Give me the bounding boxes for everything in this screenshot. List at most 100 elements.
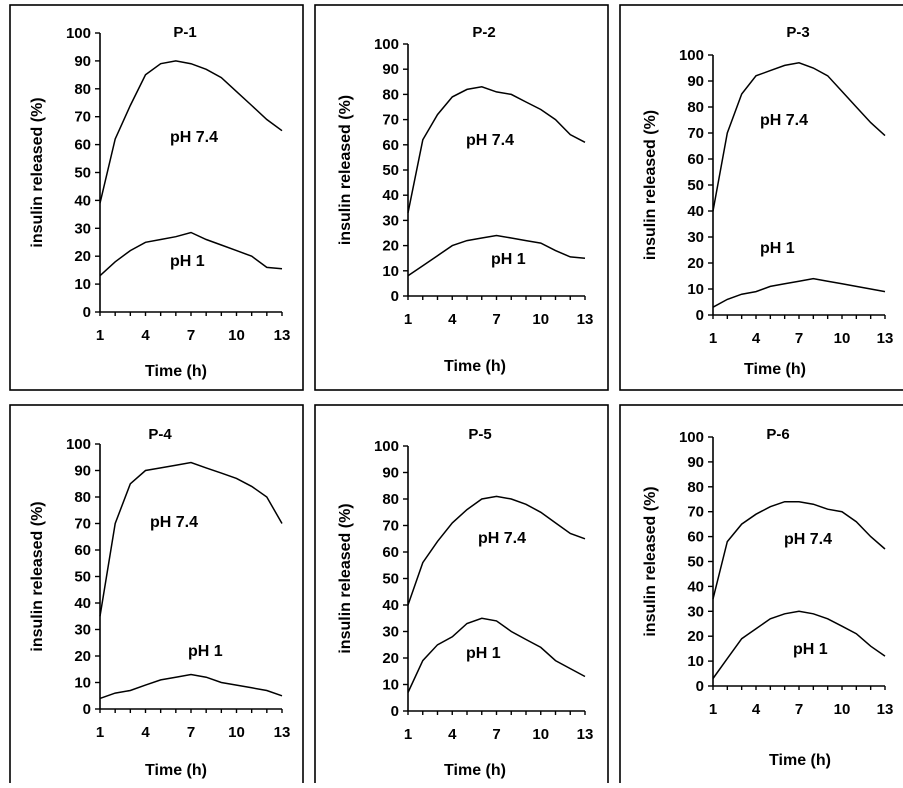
y-tick-label: 10 xyxy=(74,675,91,692)
y-tick-label: 100 xyxy=(66,25,91,42)
x-tick-label: 7 xyxy=(795,330,803,347)
x-tick-label: 4 xyxy=(752,701,761,718)
y-tick-label: 10 xyxy=(687,653,704,670)
x-tick-label: 1 xyxy=(709,330,717,347)
y-tick-label: 70 xyxy=(382,518,399,535)
y-tick-label: 10 xyxy=(687,281,704,298)
series-line-ph-1 xyxy=(712,277,886,308)
panel-frame xyxy=(314,404,609,788)
y-tick-label: 80 xyxy=(382,491,399,508)
y-tick-label: 30 xyxy=(74,220,91,237)
x-tick-label: 1 xyxy=(404,726,412,743)
series-label-ph-7-4: pH 7.4 xyxy=(478,530,526,547)
y-tick-label: 20 xyxy=(382,238,399,255)
series-label-ph-7-4: pH 7.4 xyxy=(784,531,832,548)
y-tick-label: 40 xyxy=(687,578,704,595)
y-tick-label: 0 xyxy=(83,701,91,718)
series-label-ph-1: pH 1 xyxy=(170,253,205,270)
series-line-ph-7-4 xyxy=(99,60,283,204)
x-tick-label: 10 xyxy=(228,724,245,741)
series-line-ph-7-4 xyxy=(712,500,886,600)
x-tick-label: 4 xyxy=(448,311,457,328)
series-line-ph-7-4 xyxy=(407,86,586,213)
chart-title: P-4 xyxy=(148,426,172,443)
panel-frame xyxy=(619,404,903,788)
y-tick-label: 60 xyxy=(687,151,704,168)
y-tick-label: 90 xyxy=(382,465,399,482)
x-tick-label: 7 xyxy=(187,327,195,344)
y-tick-label: 40 xyxy=(382,597,399,614)
series-label-ph-7-4: pH 7.4 xyxy=(760,112,808,129)
y-tick-label: 50 xyxy=(74,165,91,182)
x-tick-label: 4 xyxy=(448,726,457,743)
y-tick-label: 70 xyxy=(382,112,399,129)
x-tick-label: 13 xyxy=(577,311,594,328)
y-tick-label: 60 xyxy=(74,137,91,154)
y-tick-label: 20 xyxy=(382,650,399,667)
y-tick-label: 50 xyxy=(74,569,91,586)
y-tick-label: 60 xyxy=(687,529,704,546)
x-tick-label: 13 xyxy=(274,327,291,344)
y-tick-label: 40 xyxy=(687,203,704,220)
y-tick-label: 70 xyxy=(74,516,91,533)
y-tick-label: 10 xyxy=(382,677,399,694)
series-line-ph-1 xyxy=(407,617,586,693)
y-tick-label: 20 xyxy=(687,255,704,272)
series-line-ph-1 xyxy=(407,234,586,277)
x-tick-label: 7 xyxy=(795,701,803,718)
y-tick-label: 80 xyxy=(382,86,399,103)
x-tick-label: 10 xyxy=(228,327,245,344)
chart-panel-2: 0 10 20 30 40 50 60 70 80 90 100 1 4 7 10 13 P-2 Time (h)… xyxy=(314,4,609,391)
y-tick-label: 90 xyxy=(687,73,704,90)
x-tick-label: 4 xyxy=(141,327,150,344)
x-axis-title: Time (h) xyxy=(145,363,207,380)
y-axis-title: insulin released (%) xyxy=(337,95,354,245)
x-tick-label: 1 xyxy=(709,701,717,718)
y-tick-label: 70 xyxy=(74,109,91,126)
series-label-ph-7-4: pH 7.4 xyxy=(150,514,198,531)
y-tick-label: 0 xyxy=(391,703,399,720)
x-tick-label: 13 xyxy=(877,330,894,347)
chart-title: P-1 xyxy=(173,24,196,41)
y-tick-label: 100 xyxy=(374,438,399,455)
y-tick-label: 60 xyxy=(74,542,91,559)
x-tick-label: 7 xyxy=(187,724,195,741)
chart-title: P-2 xyxy=(472,24,495,41)
y-axis-title: insulin released (%) xyxy=(337,503,354,653)
panel-frame xyxy=(619,4,903,391)
x-tick-label: 10 xyxy=(532,726,549,743)
x-tick-label: 1 xyxy=(404,311,412,328)
series-label-ph-7-4: pH 7.4 xyxy=(466,132,514,149)
panel-frame xyxy=(9,404,304,788)
series-label-ph-1: pH 1 xyxy=(188,643,223,660)
series-label-ph-1: pH 1 xyxy=(466,645,501,662)
y-tick-label: 50 xyxy=(687,177,704,194)
y-tick-label: 90 xyxy=(687,454,704,471)
x-axis-title: Time (h) xyxy=(769,752,831,769)
y-tick-label: 100 xyxy=(374,36,399,53)
chart-panel-4: 0 10 20 30 40 50 60 70 80 90 100 1 4 7 10 13 P-4 Time (h)… xyxy=(9,404,304,788)
chart-panel-3: 0 10 20 30 40 50 60 70 80 90 100 1 4 7 10 13 P-3 Time (h)… xyxy=(619,4,903,391)
x-axis-title: Time (h) xyxy=(444,762,506,779)
y-tick-label: 50 xyxy=(382,571,399,588)
x-tick-label: 7 xyxy=(492,726,500,743)
x-axis-title: Time (h) xyxy=(444,358,506,375)
y-tick-label: 40 xyxy=(74,192,91,209)
y-tick-label: 0 xyxy=(83,304,91,321)
series-label-ph-7-4: pH 7.4 xyxy=(170,129,218,146)
x-tick-label: 4 xyxy=(752,330,761,347)
y-tick-label: 60 xyxy=(382,544,399,561)
y-tick-label: 30 xyxy=(74,622,91,639)
x-tick-label: 10 xyxy=(532,311,549,328)
y-tick-label: 30 xyxy=(687,229,704,246)
series-line-ph-1 xyxy=(99,673,283,700)
y-tick-label: 80 xyxy=(74,81,91,98)
y-tick-label: 70 xyxy=(687,504,704,521)
chart-title: P-3 xyxy=(786,24,809,41)
y-tick-label: 80 xyxy=(74,489,91,506)
y-tick-label: 60 xyxy=(382,137,399,154)
x-tick-label: 13 xyxy=(274,724,291,741)
series-line-ph-7-4 xyxy=(407,495,586,606)
chart-panel-5: 0 10 20 30 40 50 60 70 80 90 100 1 4 7 10 13 P-5 Time (h)… xyxy=(314,404,609,788)
